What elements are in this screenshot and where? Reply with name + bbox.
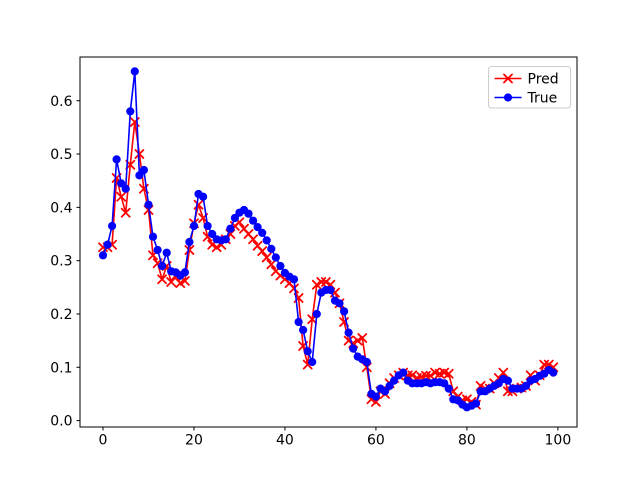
legend-marker-x <box>503 73 513 84</box>
y-axis-tick-label: 0.4 <box>50 200 72 216</box>
true-marker-circle <box>371 392 380 401</box>
true-marker-circle <box>203 221 212 231</box>
x-axis-tick-label: 0 <box>99 433 108 449</box>
pred-marker-x <box>357 333 368 343</box>
x-axis-tick-label: 20 <box>185 433 203 449</box>
pred-marker-x <box>266 259 277 270</box>
true-marker-circle <box>299 325 308 335</box>
x-axis-tick-label: 40 <box>276 433 294 449</box>
true-marker-circle <box>130 67 139 76</box>
true-marker-circle <box>226 224 235 233</box>
x-axis-tick-label: 100 <box>545 433 572 449</box>
pred-marker-x <box>321 277 331 287</box>
true-marker-circle <box>289 275 299 284</box>
true-marker-circle <box>162 248 171 257</box>
pred-marker-x <box>257 246 268 256</box>
true-marker-circle <box>180 268 189 277</box>
true-marker-circle <box>267 244 276 253</box>
true-marker-circle <box>335 299 344 308</box>
x-axis-tick-label: 60 <box>367 433 385 449</box>
true-marker-circle <box>444 384 453 393</box>
y-axis-tick-label: 0.0 <box>50 414 72 430</box>
true-marker-circle <box>121 184 130 193</box>
pred-marker-x <box>157 274 167 285</box>
pred-marker-x <box>498 367 509 378</box>
pred-marker-x <box>116 191 127 202</box>
y-axis-tick-label: 0.1 <box>50 360 72 376</box>
true-marker-circle <box>362 357 371 367</box>
pred-marker-x <box>311 279 322 290</box>
true-marker-circle <box>312 309 321 319</box>
true-marker-circle <box>258 228 267 237</box>
true-marker-circle <box>98 251 108 260</box>
pred-marker-x <box>134 149 145 159</box>
true-marker-circle <box>158 261 167 271</box>
true-marker-circle <box>390 376 399 385</box>
true-marker-circle <box>139 165 148 175</box>
pred-marker-x <box>443 368 454 379</box>
y-axis-tick-label: 0.3 <box>50 254 72 270</box>
pred-marker-x <box>425 370 436 381</box>
true-marker-circle <box>185 237 194 247</box>
plot-area-border <box>79 56 578 428</box>
legend-marker-circle <box>503 93 513 102</box>
y-axis-tick-label: 0.2 <box>50 307 72 323</box>
true-marker-circle <box>112 155 121 164</box>
pred-marker-x <box>184 245 195 255</box>
true-marker-circle <box>135 171 144 180</box>
true-marker-circle <box>103 240 112 249</box>
true-marker-circle <box>503 376 512 385</box>
true-marker-circle <box>303 347 312 356</box>
true-marker-circle <box>108 221 117 231</box>
true-marker-circle <box>471 399 481 408</box>
pred-marker-x <box>211 242 222 253</box>
true-marker-circle <box>326 285 335 295</box>
true-marker-circle <box>249 216 258 225</box>
true-marker-circle <box>244 209 253 218</box>
true-marker-circle <box>380 387 390 396</box>
pred-marker-x <box>120 207 131 218</box>
x-axis-tick-label: 80 <box>458 433 476 449</box>
pred-marker-x <box>248 234 258 245</box>
y-axis-tick-label: 0.5 <box>50 147 72 163</box>
pred-marker-x <box>175 278 186 288</box>
true-marker-circle <box>148 232 158 241</box>
true-marker-circle <box>153 245 162 255</box>
true-marker-circle <box>521 381 531 390</box>
true-marker-circle <box>294 317 303 327</box>
true-marker-circle <box>276 261 285 271</box>
true-marker-circle <box>126 107 135 116</box>
true-marker-circle <box>144 200 153 209</box>
true-marker-circle <box>271 253 280 262</box>
true-marker-circle <box>340 307 349 316</box>
true-marker-circle <box>262 236 271 245</box>
pred-marker-x <box>352 335 363 346</box>
true-marker-circle <box>221 235 230 244</box>
true-marker-circle <box>308 357 317 367</box>
true-marker-circle <box>189 221 199 231</box>
pred-marker-x <box>166 277 177 287</box>
pred-marker-x <box>289 283 299 294</box>
true-marker-circle <box>399 368 408 377</box>
legend-label-true: True <box>527 91 558 107</box>
legend-label-pred: Pred <box>528 72 559 88</box>
y-axis-tick-label: 0.6 <box>50 94 72 110</box>
true-marker-circle <box>199 192 208 201</box>
true-marker-circle <box>549 368 558 377</box>
pred-marker-x <box>261 252 272 263</box>
true-marker-circle <box>349 344 358 353</box>
true-marker-circle <box>344 328 353 337</box>
true-marker-circle <box>253 223 262 232</box>
